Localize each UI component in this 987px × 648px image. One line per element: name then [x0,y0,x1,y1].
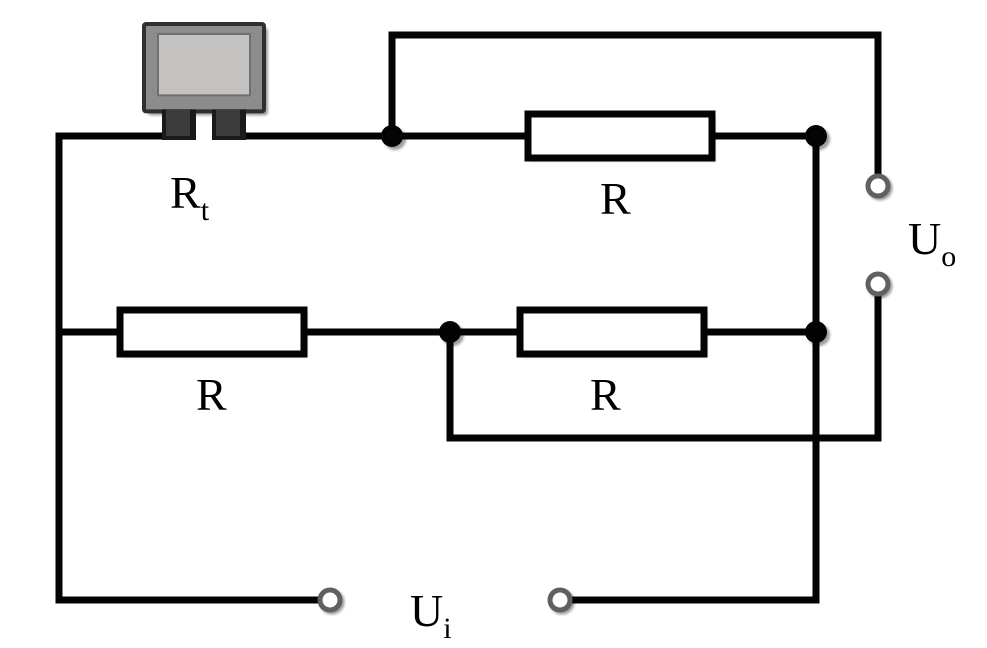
node-top-right [805,125,827,147]
resistor-mid-left [120,310,304,354]
label-r-mid-left: R [196,369,227,420]
terminal-uo-bottom [868,274,888,294]
label-uo: Uo [908,213,956,273]
label-r-mid-right: R [590,369,621,420]
circuit-diagram: Rt R R R Uo Ui [0,0,987,648]
node-mid-right [805,321,827,343]
label-r-top: R [600,173,631,224]
terminal-ui-right [550,590,570,610]
label-rt: Rt [170,167,210,227]
label-ui: Ui [410,585,452,645]
node-mid-center [439,321,461,343]
terminal-ui-left [320,590,340,610]
node-top-mid [381,125,403,147]
terminal-uo-top [868,176,888,196]
resistor-mid-right [520,310,704,354]
resistor-top-right [528,114,712,158]
